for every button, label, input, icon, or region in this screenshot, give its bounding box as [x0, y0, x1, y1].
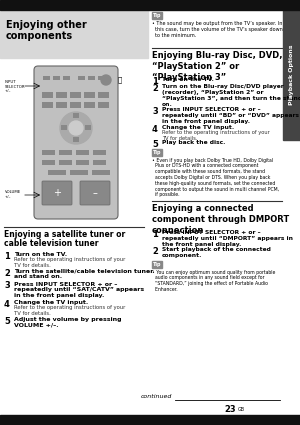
Text: cable television tuner: cable television tuner: [4, 239, 98, 248]
Text: Refer to the operating instructions of your
TV for details.: Refer to the operating instructions of y…: [14, 258, 125, 268]
Bar: [56, 92, 67, 98]
Bar: [70, 170, 88, 175]
Text: Press INPUT SELECTOR + or –
repeatedly until “DMPORT” appears in
the front panel: Press INPUT SELECTOR + or – repeatedly u…: [162, 230, 293, 246]
Text: 1: 1: [4, 252, 10, 261]
Text: • You can enjoy optimum sound quality from portable
  audio components in any so: • You can enjoy optimum sound quality fr…: [152, 269, 275, 292]
Bar: [84, 102, 95, 108]
Text: ⏻: ⏻: [118, 76, 122, 83]
FancyBboxPatch shape: [34, 66, 118, 219]
Text: 1: 1: [152, 230, 158, 238]
Text: Play back the disc.: Play back the disc.: [162, 140, 226, 145]
Text: Start playback of the connected
component.: Start playback of the connected componen…: [162, 247, 271, 258]
Text: Change the TV input.: Change the TV input.: [14, 300, 88, 305]
Text: Turn on the Blu-ray Disc/DVD player
(recorder), “PlayStation 2” or
“PlayStation : Turn on the Blu-ray Disc/DVD player (rec…: [162, 84, 300, 107]
Text: Press INPUT SELECTOR + or –
repeatedly until “BD” or “DVD” appears
in the front : Press INPUT SELECTOR + or – repeatedly u…: [162, 107, 299, 124]
Circle shape: [69, 121, 83, 135]
Bar: [43, 76, 50, 80]
Bar: [73, 137, 79, 142]
Text: 3: 3: [152, 107, 158, 116]
Bar: [98, 102, 109, 108]
Text: 23: 23: [224, 405, 236, 414]
Bar: [42, 150, 55, 155]
Text: Tip: Tip: [153, 150, 161, 155]
Text: +: +: [53, 188, 61, 198]
Bar: [98, 92, 109, 98]
Text: 4: 4: [4, 300, 10, 309]
Text: Turn on the TV.: Turn on the TV.: [14, 252, 67, 257]
Bar: [0, 415, 300, 425]
FancyBboxPatch shape: [42, 181, 72, 205]
Text: Press INPUT SELECTOR + or –
repeatedly until “SAT/CATV” appears
in the front pan: Press INPUT SELECTOR + or – repeatedly u…: [14, 281, 144, 298]
Bar: [98, 76, 105, 80]
Bar: [92, 170, 110, 175]
Text: • The sound may be output from the TV’s speaker. In
  this case, turn the volume: • The sound may be output from the TV’s …: [152, 21, 283, 38]
Text: Playback Options: Playback Options: [289, 45, 293, 105]
Text: Enjoying a connected
component through DMPORT
connection: Enjoying a connected component through D…: [152, 204, 289, 235]
Bar: [70, 92, 81, 98]
Bar: [93, 160, 106, 165]
Bar: [283, 10, 300, 140]
Bar: [73, 113, 79, 118]
Text: Tip: Tip: [153, 262, 161, 266]
Bar: [42, 160, 55, 165]
Bar: [0, 0, 300, 10]
Bar: [78, 76, 85, 80]
Bar: [56, 102, 67, 108]
Bar: [0, 10, 148, 58]
Text: components: components: [6, 31, 73, 41]
Bar: [152, 261, 162, 268]
Text: 5: 5: [152, 140, 158, 150]
Bar: [63, 76, 70, 80]
Bar: [48, 170, 66, 175]
Bar: [152, 12, 162, 19]
Circle shape: [101, 75, 111, 85]
Bar: [93, 150, 106, 155]
Text: Refer to the operating instructions of your
TV for details.: Refer to the operating instructions of y…: [14, 306, 125, 316]
Bar: [76, 150, 89, 155]
Text: 5: 5: [4, 317, 10, 326]
Bar: [53, 76, 60, 80]
Bar: [42, 92, 53, 98]
Bar: [152, 149, 162, 156]
Text: GB: GB: [238, 407, 245, 412]
Bar: [42, 102, 53, 108]
Text: Enjoying a satellite tuner or: Enjoying a satellite tuner or: [4, 230, 125, 239]
Bar: [70, 102, 81, 108]
Text: Change the TV input.: Change the TV input.: [162, 125, 234, 130]
Text: Tip: Tip: [153, 13, 161, 18]
Bar: [76, 160, 89, 165]
Bar: [61, 125, 67, 130]
Text: 3: 3: [4, 281, 10, 291]
Text: 1: 1: [152, 77, 158, 86]
Text: continued: continued: [141, 394, 172, 399]
FancyBboxPatch shape: [80, 181, 110, 205]
Text: Adjust the volume by pressing
VOLUME +/–.: Adjust the volume by pressing VOLUME +/–…: [14, 317, 122, 328]
Text: Turn the satellite/cable television tuner
and stand on.: Turn the satellite/cable television tune…: [14, 269, 153, 280]
Bar: [59, 150, 72, 155]
Text: INPUT
SELECTOR
+/–: INPUT SELECTOR +/–: [5, 80, 26, 93]
Bar: [88, 76, 95, 80]
Text: 4: 4: [152, 125, 158, 133]
Text: –: –: [93, 188, 98, 198]
Bar: [85, 125, 91, 130]
Text: Enjoying other: Enjoying other: [6, 20, 87, 30]
Text: Turn on the TV.: Turn on the TV.: [162, 77, 214, 82]
Bar: [84, 92, 95, 98]
Text: VOLUME
+/–: VOLUME +/–: [5, 190, 21, 198]
Text: • Even if you play back Dolby True HD, Dolby Digital
  Plus or DTS-HD with a con: • Even if you play back Dolby True HD, D…: [152, 158, 279, 197]
Text: 2: 2: [152, 247, 158, 256]
Text: 2: 2: [152, 84, 158, 93]
Text: 2: 2: [4, 269, 10, 278]
Circle shape: [60, 112, 92, 144]
Bar: [59, 160, 72, 165]
Text: Enjoying Blu-ray Disc, DVD,
“PlayStation 2” or
“PlayStation 3”: Enjoying Blu-ray Disc, DVD, “PlayStation…: [152, 51, 283, 82]
Text: Refer to the operating instructions of your
TV for details.: Refer to the operating instructions of y…: [162, 130, 270, 141]
